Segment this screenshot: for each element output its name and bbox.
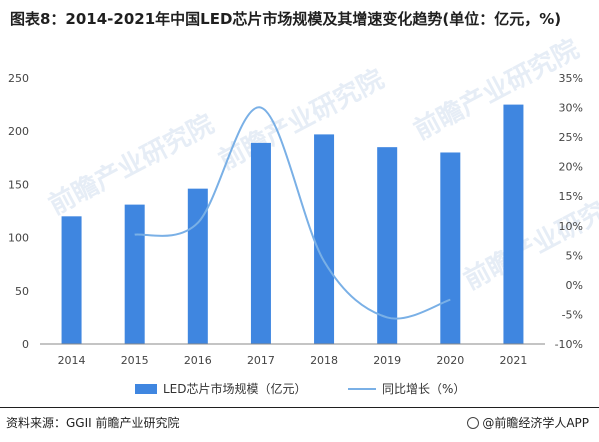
legend-item-bar: LED芯片市场规模（亿元）: [135, 380, 307, 397]
credit-text: @前瞻经济学人APP: [482, 416, 589, 430]
bar-2015: [124, 204, 145, 344]
x-tick-label: 2018: [310, 354, 338, 367]
source-text: 资料来源：GGII 前瞻产业研究院: [6, 416, 180, 430]
bar-2018: [314, 134, 335, 344]
y-left-tick-label: 0: [22, 338, 29, 351]
chart-title: 图表8：2014-2021年中国LED芯片市场规模及其增速变化趋势(单位：亿元，…: [10, 10, 562, 28]
y-right-tick-label: -10%: [555, 338, 583, 351]
x-tick-label: 2021: [499, 354, 527, 367]
watermark-text: 前瞻产业研究院: [214, 63, 389, 176]
y-right-tick-label: 15%: [559, 190, 583, 203]
y-right-tick-label: 35%: [559, 72, 583, 85]
legend-line-swatch: [348, 387, 376, 390]
x-tick-label: 2015: [121, 354, 149, 367]
bar-2020: [440, 152, 461, 344]
y-right-tick-label: 30%: [559, 102, 583, 115]
x-tick-label: 2016: [184, 354, 212, 367]
legend-bar-label: LED芯片市场规模（亿元）: [163, 382, 307, 396]
y-right-tick-label: 5%: [566, 249, 583, 262]
y-right-tick-label: 20%: [559, 161, 583, 174]
y-right-tick-label: -5%: [562, 308, 583, 321]
chart-legend: LED芯片市场规模（亿元） 同比增长（%）: [0, 380, 599, 400]
x-tick-label: 2019: [373, 354, 401, 367]
bar-2019: [377, 147, 398, 344]
y-left-tick-label: 100: [8, 232, 29, 245]
credit: @前瞻经济学人APP: [467, 414, 589, 431]
y-right-tick-label: 10%: [559, 220, 583, 233]
brand-logo-icon: [467, 416, 480, 429]
x-tick-label: 2014: [58, 354, 86, 367]
x-tick-label: 2020: [436, 354, 464, 367]
legend-line-label: 同比增长（%）: [382, 382, 466, 396]
y-left-tick-label: 150: [8, 178, 29, 191]
y-left-tick-label: 200: [8, 125, 29, 138]
watermark-text: 前瞻产业研究院: [409, 33, 584, 146]
legend-item-line: 同比增长（%）: [348, 380, 465, 397]
x-tick-label: 2017: [247, 354, 275, 367]
y-left-tick-label: 50: [15, 285, 29, 298]
footer-divider: [0, 407, 599, 408]
bar-2017: [250, 142, 271, 344]
growth-line: [134, 106, 451, 320]
y-right-tick-label: 0%: [566, 279, 583, 292]
bar-2021: [503, 104, 524, 344]
y-right-tick-label: 25%: [559, 131, 583, 144]
y-left-tick-label: 250: [8, 72, 29, 85]
legend-bar-swatch: [135, 383, 157, 394]
bar-2014: [61, 216, 82, 344]
chart-plot-area: 前瞻产业研究院 前瞻产业研究院 前瞻产业研究院 前瞻产业研究院 05010015…: [8, 33, 599, 367]
